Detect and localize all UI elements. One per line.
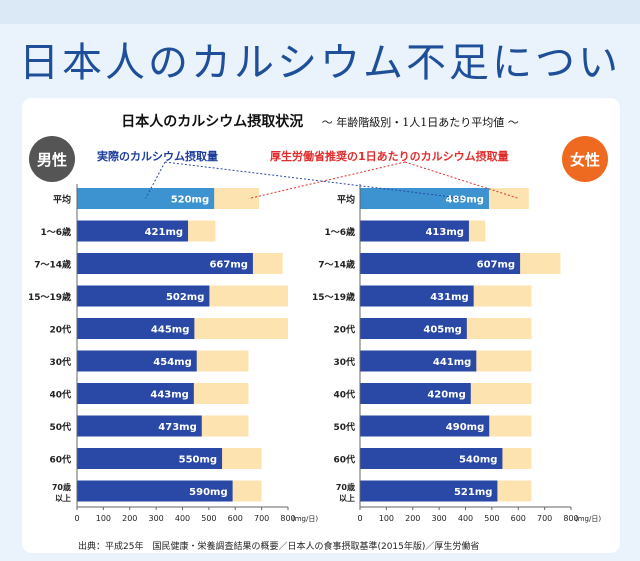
value-label: 420mg bbox=[427, 390, 465, 401]
x-tick-label: 200 bbox=[122, 514, 137, 523]
value-label: 405mg bbox=[423, 325, 461, 336]
actual-bar bbox=[77, 253, 253, 274]
x-tick-label: 300 bbox=[431, 514, 446, 523]
x-tick-label: 0 bbox=[357, 514, 362, 523]
actual-bar bbox=[77, 350, 197, 372]
category-label: 15〜19歳 bbox=[28, 291, 71, 303]
value-label: 489mg bbox=[446, 195, 484, 206]
x-tick-label: 500 bbox=[484, 514, 499, 523]
x-tick-label: 400 bbox=[175, 514, 190, 523]
x-tick-label: 200 bbox=[405, 514, 420, 523]
actual-bar bbox=[360, 253, 521, 274]
value-label: 550mg bbox=[179, 455, 217, 466]
value-label: 502mg bbox=[166, 292, 204, 303]
category-label: 70歳 bbox=[336, 482, 355, 492]
value-label: 521mg bbox=[454, 487, 492, 498]
x-unit-label: (mg/日) bbox=[575, 515, 601, 523]
value-label: 431mg bbox=[430, 292, 468, 303]
x-tick-label: 700 bbox=[254, 514, 269, 523]
chart-female: 平均 489mg 1〜6歳 413mg 7〜14歳 607mg 15〜19歳 431mg 20代… bbox=[312, 184, 601, 523]
x-tick-label: 500 bbox=[201, 514, 216, 523]
actual-bar bbox=[360, 480, 498, 502]
category-label: 以上 bbox=[339, 493, 355, 503]
category-label: 50代 bbox=[49, 421, 71, 433]
actual-bar bbox=[360, 188, 489, 209]
x-tick-label: 700 bbox=[537, 514, 552, 523]
category-label: 40代 bbox=[333, 389, 355, 401]
value-label: 413mg bbox=[425, 227, 463, 238]
value-label: 520mg bbox=[171, 195, 209, 206]
legend-connector-actual-male bbox=[145, 161, 166, 199]
value-label: 667mg bbox=[209, 260, 247, 271]
chart-title: 日本人のカルシウム摂取状況 〜 年齢階級別・1人1日あたり平均値 〜 bbox=[0, 111, 640, 131]
value-label: 441mg bbox=[433, 357, 471, 368]
x-tick-label: 100 bbox=[379, 514, 394, 523]
decorative-top-band bbox=[0, 0, 640, 24]
category-label: 平均 bbox=[337, 194, 355, 206]
category-label: 7〜14歳 bbox=[318, 259, 355, 271]
value-label: 473mg bbox=[158, 422, 196, 433]
actual-bar bbox=[77, 285, 210, 307]
x-tick-label: 800 bbox=[563, 514, 578, 523]
x-tick-label: 400 bbox=[458, 514, 473, 523]
actual-bar bbox=[360, 285, 474, 307]
value-label: 454mg bbox=[153, 357, 191, 368]
source-note: 出典：平成25年 国民健康・栄養調査結果の概要／日本人の食事摂取基準(2015年… bbox=[78, 542, 480, 552]
x-tick-label: 100 bbox=[96, 514, 111, 523]
category-label: 50代 bbox=[333, 421, 355, 433]
actual-bar bbox=[77, 383, 194, 404]
actual-bar bbox=[360, 448, 503, 469]
male-badge: 男性 bbox=[29, 136, 75, 182]
category-label: 以上 bbox=[55, 493, 71, 503]
actual-bar bbox=[77, 448, 223, 469]
category-label: 20代 bbox=[49, 324, 71, 336]
category-label: 30代 bbox=[333, 356, 355, 368]
x-tick-label: 300 bbox=[148, 514, 163, 523]
x-tick-label: 600 bbox=[228, 514, 243, 523]
actual-bar bbox=[360, 350, 477, 372]
category-label: 70歳 bbox=[52, 482, 71, 492]
chart-male: 平均 520mg 1〜6歳 421mg 7〜14歳 667mg 15〜19歳 502mg 20代… bbox=[28, 184, 318, 523]
value-label: 490mg bbox=[446, 422, 484, 433]
category-label: 60代 bbox=[333, 454, 355, 466]
x-tick-label: 0 bbox=[74, 514, 79, 523]
value-label: 607mg bbox=[477, 260, 515, 271]
actual-bar bbox=[360, 383, 471, 404]
category-label: 1〜6歳 bbox=[40, 226, 71, 238]
actual-bar bbox=[77, 415, 202, 437]
category-label: 平均 bbox=[53, 194, 71, 206]
x-tick-label: 600 bbox=[511, 514, 526, 523]
legend-connector-rec-male bbox=[248, 161, 406, 199]
female-badge: 女性 bbox=[562, 136, 608, 182]
legend-actual: 実際のカルシウム摂取量 bbox=[97, 150, 218, 163]
chart-title-main: 日本人のカルシウム摂取状況 bbox=[121, 114, 304, 130]
value-label: 590mg bbox=[189, 487, 227, 498]
actual-bar bbox=[360, 220, 469, 242]
page-title: 日本人のカルシウム不足について bbox=[19, 40, 621, 144]
value-label: 443mg bbox=[150, 390, 188, 401]
legend-recommended: 厚生労働省推奨の1日あたりのカルシウム摂取量 bbox=[270, 150, 509, 163]
chart-title-sub: 〜 年齢階級別・1人1日あたり平均値 〜 bbox=[321, 116, 519, 129]
actual-bar bbox=[77, 220, 189, 242]
x-unit-label: (mg/日) bbox=[292, 515, 318, 523]
actual-bar bbox=[360, 318, 467, 339]
actual-bar bbox=[360, 415, 490, 437]
actual-bar bbox=[77, 318, 195, 339]
category-label: 1〜6歳 bbox=[324, 226, 355, 238]
category-label: 60代 bbox=[49, 454, 71, 466]
value-label: 540mg bbox=[459, 455, 497, 466]
category-label: 40代 bbox=[49, 389, 71, 401]
category-label: 30代 bbox=[49, 356, 71, 368]
category-label: 7〜14歳 bbox=[34, 259, 71, 271]
x-tick-label: 800 bbox=[280, 514, 295, 523]
category-label: 20代 bbox=[333, 324, 355, 336]
actual-bar bbox=[77, 480, 233, 502]
value-label: 445mg bbox=[151, 325, 189, 336]
value-label: 421mg bbox=[145, 227, 183, 238]
category-label: 15〜19歳 bbox=[312, 291, 355, 303]
